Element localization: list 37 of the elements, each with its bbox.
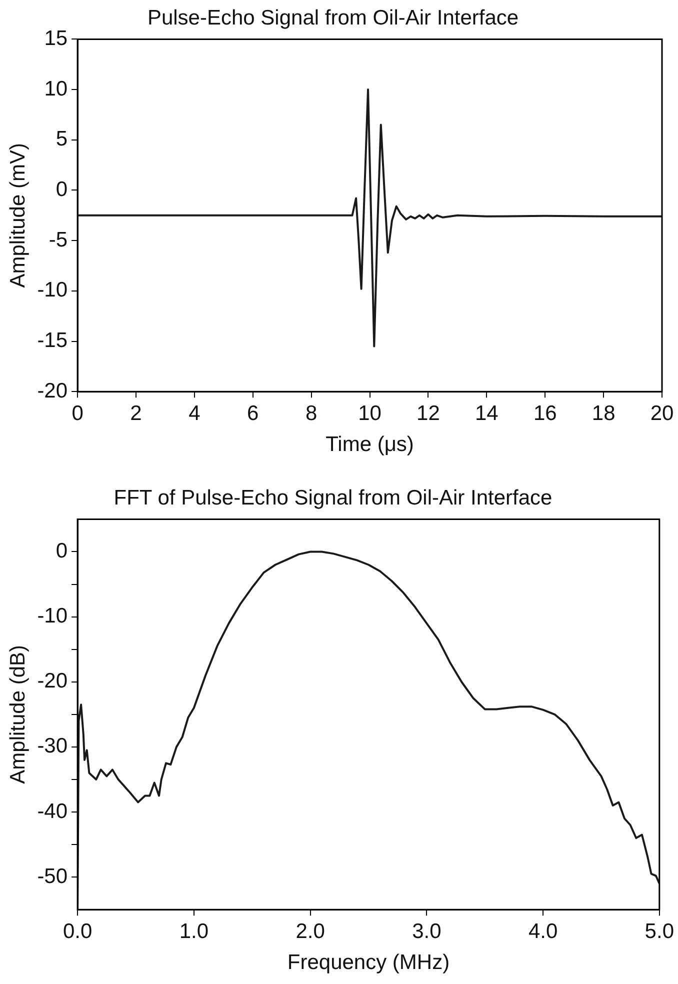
y-tick-label: -30 xyxy=(37,734,68,758)
y-tick-label: -20 xyxy=(37,670,68,693)
y-tick-label: 10 xyxy=(44,77,68,100)
x-axis-title: Frequency (MHz) xyxy=(287,951,450,974)
x-tick-label: 1.0 xyxy=(179,920,209,943)
y-tick-label: 0 xyxy=(56,178,68,202)
y-tick-label: 0 xyxy=(56,540,68,563)
x-tick-label: 14 xyxy=(474,402,499,425)
x-tick-label: 0.0 xyxy=(62,920,92,943)
y-axis-title: Amplitude (dB) xyxy=(6,644,30,784)
x-tick-label: 2.0 xyxy=(296,920,325,943)
x-tick-label: 0 xyxy=(72,402,84,425)
chart-title: FFT of Pulse-Echo Signal from Oil-Air Interface xyxy=(114,486,552,510)
y-tick-label: 5 xyxy=(56,128,68,151)
x-tick-label: 4.0 xyxy=(528,920,558,943)
y-tick-label: -20 xyxy=(37,379,68,402)
x-tick-label: 20 xyxy=(650,402,674,425)
y-tick-label: -10 xyxy=(37,604,68,628)
x-tick-label: 10 xyxy=(358,402,382,425)
x-tick-label: 4 xyxy=(188,402,201,425)
x-tick-label: 18 xyxy=(592,402,616,425)
x-tick-label: 12 xyxy=(416,402,440,425)
x-tick-label: 2 xyxy=(130,402,142,425)
y-axis-title: Amplitude (mV) xyxy=(6,143,30,288)
chart-title: Pulse-Echo Signal from Oil-Air Interface xyxy=(147,6,519,30)
x-tick-label: 3.0 xyxy=(412,920,442,943)
y-tick-label: -10 xyxy=(37,278,68,302)
y-tick-label: -15 xyxy=(37,329,68,352)
x-axis-title: Time (μs) xyxy=(326,433,414,456)
y-tick-label: -50 xyxy=(37,864,68,888)
y-tick-label: -5 xyxy=(48,228,68,252)
x-tick-label: 5.0 xyxy=(644,920,674,943)
x-tick-label: 6 xyxy=(247,402,259,425)
y-tick-label: -40 xyxy=(37,800,68,823)
x-tick-label: 8 xyxy=(305,402,318,425)
y-tick-label: 15 xyxy=(44,26,68,50)
x-tick-label: 16 xyxy=(533,402,557,425)
